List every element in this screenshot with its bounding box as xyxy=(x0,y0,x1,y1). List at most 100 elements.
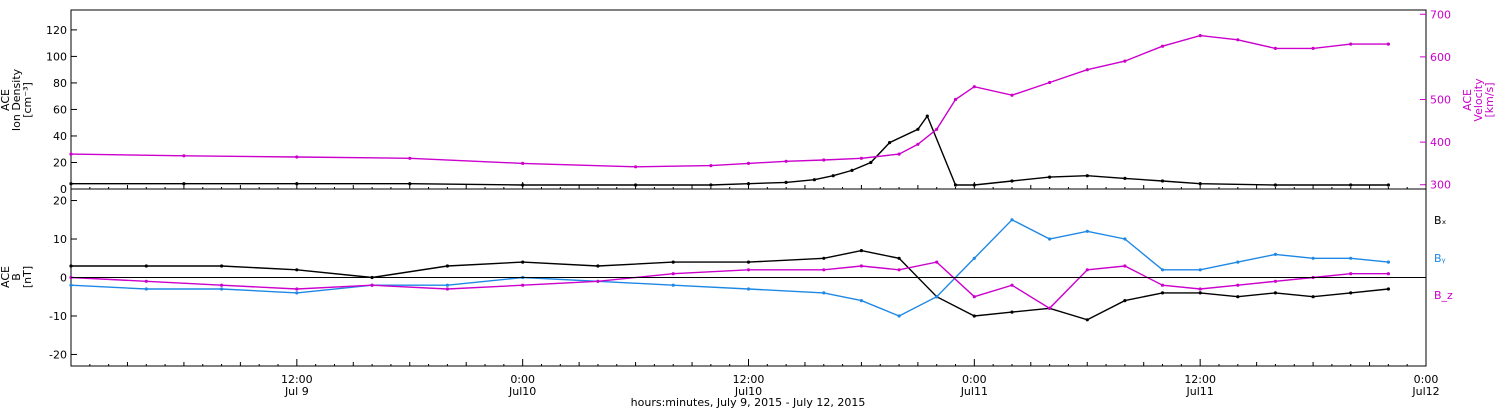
bz-point xyxy=(220,283,224,287)
bz-point xyxy=(521,283,525,287)
velocity-point xyxy=(897,152,901,156)
by-point xyxy=(671,283,675,287)
by-point xyxy=(1198,268,1202,272)
x-tick-label-day: Jul12 xyxy=(1411,385,1439,398)
velocity-point xyxy=(1123,59,1127,63)
bx-point xyxy=(1085,318,1089,322)
velocity-point xyxy=(1273,46,1277,51)
ion-density-point xyxy=(709,183,713,187)
bx-point xyxy=(220,264,224,268)
bz-point xyxy=(1123,264,1127,268)
bz-point xyxy=(935,260,939,264)
velocity-point xyxy=(182,154,186,158)
by-point xyxy=(1123,237,1127,241)
velocity-point xyxy=(1198,34,1202,38)
bz-point xyxy=(1386,272,1390,276)
velocity-point xyxy=(935,127,939,131)
by-point xyxy=(295,291,299,295)
velocity-point xyxy=(408,156,412,160)
bx-point xyxy=(445,264,449,268)
by-point xyxy=(1160,268,1165,272)
b-axis-title-line: ACE xyxy=(0,266,12,288)
bx-point xyxy=(69,264,73,268)
by-point xyxy=(1386,260,1390,264)
by-point xyxy=(1311,256,1315,260)
x-tick-label-day: Jul10 xyxy=(508,385,536,398)
by-point xyxy=(859,299,864,303)
ion-density-point xyxy=(182,182,186,186)
b-y-tick-label: 0 xyxy=(60,272,67,285)
x-tick-label-time: 0:00 xyxy=(510,373,535,386)
bz-point xyxy=(859,264,864,268)
legend-label: Bₓ xyxy=(1434,214,1447,227)
ion-density-point xyxy=(812,178,817,182)
velocity-axis-title-line: [km/s] xyxy=(1483,82,1496,117)
velocity-y-tick-label: 700 xyxy=(1430,8,1451,21)
bz-point xyxy=(1048,306,1052,310)
ion-density-point xyxy=(888,141,892,145)
bx-point xyxy=(822,256,826,260)
velocity-point xyxy=(859,156,864,160)
bx-point xyxy=(1010,310,1014,314)
velocity-point xyxy=(521,161,525,165)
by-point xyxy=(746,287,751,291)
bz-point xyxy=(1160,283,1165,287)
b-axis-title-line: B xyxy=(10,273,23,281)
velocity-point xyxy=(953,97,958,102)
velocity-y-tick-label: 400 xyxy=(1430,136,1451,149)
bz-point xyxy=(1349,272,1353,276)
bx-point xyxy=(1236,295,1240,299)
x-tick-label-time: 12:00 xyxy=(281,373,313,386)
ion-density-point xyxy=(953,183,958,187)
x-axis-title: hours:minutes, July 9, 2015 - July 12, 2… xyxy=(631,396,866,409)
bx-point xyxy=(295,268,299,272)
bz-point xyxy=(822,268,826,272)
bz-point xyxy=(671,272,675,276)
by-point xyxy=(69,283,73,287)
bz-point xyxy=(370,283,374,287)
x-tick-label-day: Jul 9 xyxy=(284,385,309,398)
velocity-point xyxy=(69,152,73,156)
velocity-point xyxy=(1349,42,1353,46)
velocity-point xyxy=(634,165,638,169)
ion-density-point xyxy=(1123,176,1127,180)
by-point xyxy=(144,287,148,291)
x-tick-label-day: Jul10 xyxy=(734,385,762,398)
bx-point xyxy=(746,260,751,264)
density-y-tick-label: 60 xyxy=(53,103,67,116)
ion-density-point xyxy=(1349,183,1353,187)
ion-density-point xyxy=(1048,175,1052,179)
bx-point xyxy=(596,264,600,268)
x-tick-label-time: 0:00 xyxy=(1414,373,1439,386)
bz-point xyxy=(596,279,600,283)
bx-point xyxy=(972,314,976,318)
velocity-axis-title-line: Velocity xyxy=(1472,78,1485,122)
bx-point xyxy=(1198,291,1202,295)
x-tick-label-time: 12:00 xyxy=(1184,373,1216,386)
ion-density-point xyxy=(869,160,873,165)
x-tick-label-time: 0:00 xyxy=(962,373,987,386)
velocity-point xyxy=(1236,38,1240,42)
bz-point xyxy=(144,279,148,283)
b-y-tick-label: -10 xyxy=(49,310,67,323)
velocity-point xyxy=(1010,93,1014,97)
bx-point xyxy=(1123,299,1127,303)
bx-point xyxy=(1311,295,1315,299)
b-y-tick-label: 10 xyxy=(53,233,67,246)
by-point xyxy=(1273,252,1277,256)
velocity-point xyxy=(295,155,299,159)
bz-point xyxy=(1273,279,1277,283)
density-axis-title-line: ACE xyxy=(0,89,12,111)
by-point xyxy=(972,256,976,260)
ion-density-point xyxy=(1085,174,1089,178)
by-point xyxy=(935,295,939,299)
bz-point xyxy=(1085,268,1089,272)
by-point xyxy=(822,291,826,295)
density-y-tick-label: 120 xyxy=(46,24,67,37)
legend-label: B_z xyxy=(1434,289,1453,302)
ion-density-point xyxy=(925,114,929,118)
legend-label: Bᵧ xyxy=(1434,252,1446,265)
